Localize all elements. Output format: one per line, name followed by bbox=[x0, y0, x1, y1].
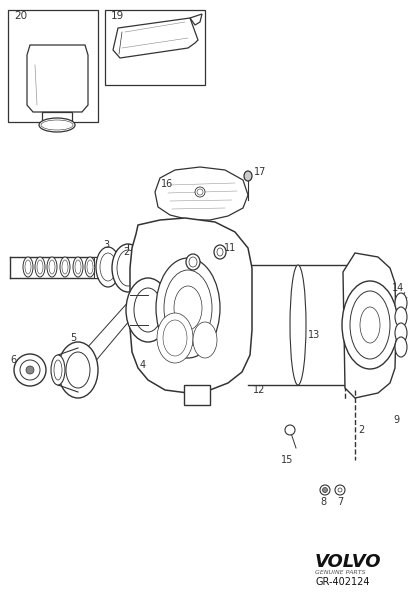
Ellipse shape bbox=[23, 257, 33, 277]
Text: 17: 17 bbox=[254, 167, 266, 177]
Text: 10: 10 bbox=[182, 273, 194, 283]
Ellipse shape bbox=[350, 291, 390, 359]
Ellipse shape bbox=[164, 270, 212, 346]
Text: 6: 6 bbox=[10, 355, 16, 365]
Ellipse shape bbox=[395, 293, 407, 313]
Polygon shape bbox=[343, 253, 396, 398]
Text: 2: 2 bbox=[358, 425, 364, 435]
Ellipse shape bbox=[87, 260, 93, 274]
Ellipse shape bbox=[37, 260, 43, 274]
Ellipse shape bbox=[85, 257, 95, 277]
Polygon shape bbox=[130, 218, 252, 393]
Ellipse shape bbox=[193, 322, 217, 358]
Ellipse shape bbox=[217, 248, 223, 256]
Ellipse shape bbox=[117, 250, 139, 286]
Ellipse shape bbox=[112, 244, 144, 292]
Ellipse shape bbox=[35, 257, 45, 277]
Ellipse shape bbox=[395, 323, 407, 343]
Ellipse shape bbox=[163, 320, 187, 356]
Bar bbox=[105, 10, 205, 85]
Polygon shape bbox=[155, 167, 248, 220]
Text: 2: 2 bbox=[123, 247, 129, 257]
Ellipse shape bbox=[214, 245, 226, 259]
Ellipse shape bbox=[290, 265, 306, 385]
Ellipse shape bbox=[157, 313, 193, 363]
Text: 1: 1 bbox=[194, 390, 201, 400]
Ellipse shape bbox=[75, 260, 81, 274]
Ellipse shape bbox=[134, 288, 162, 332]
Ellipse shape bbox=[54, 360, 62, 380]
Ellipse shape bbox=[47, 257, 57, 277]
Ellipse shape bbox=[178, 274, 184, 282]
Ellipse shape bbox=[66, 352, 90, 388]
Bar bbox=[8, 10, 98, 122]
Circle shape bbox=[323, 487, 328, 492]
Ellipse shape bbox=[60, 257, 70, 277]
Text: 7: 7 bbox=[337, 497, 343, 507]
Ellipse shape bbox=[174, 286, 202, 330]
Ellipse shape bbox=[395, 337, 407, 357]
Circle shape bbox=[197, 189, 203, 195]
Ellipse shape bbox=[58, 342, 98, 398]
Text: 3: 3 bbox=[103, 240, 109, 250]
Text: 15: 15 bbox=[281, 455, 293, 465]
Text: 19: 19 bbox=[111, 11, 124, 21]
Ellipse shape bbox=[25, 260, 31, 274]
Ellipse shape bbox=[395, 307, 407, 327]
Ellipse shape bbox=[49, 260, 55, 274]
Circle shape bbox=[335, 485, 345, 495]
Circle shape bbox=[320, 485, 330, 495]
Text: 18: 18 bbox=[170, 267, 182, 277]
Ellipse shape bbox=[51, 355, 65, 385]
Bar bbox=[42, 112, 72, 122]
Ellipse shape bbox=[186, 254, 200, 270]
Text: 13: 13 bbox=[308, 330, 320, 340]
Circle shape bbox=[14, 354, 46, 386]
Text: 11: 11 bbox=[224, 243, 236, 253]
Text: 12: 12 bbox=[253, 385, 266, 395]
Ellipse shape bbox=[39, 118, 75, 132]
Text: 14: 14 bbox=[392, 283, 404, 293]
Circle shape bbox=[285, 425, 295, 435]
Text: 4: 4 bbox=[140, 360, 146, 370]
Ellipse shape bbox=[189, 257, 197, 267]
Text: 5: 5 bbox=[70, 333, 76, 343]
Circle shape bbox=[338, 488, 342, 492]
Ellipse shape bbox=[360, 307, 380, 343]
Text: GR-402124: GR-402124 bbox=[315, 577, 369, 587]
Bar bbox=[94, 257, 124, 278]
Ellipse shape bbox=[244, 171, 252, 181]
Ellipse shape bbox=[156, 258, 220, 358]
Ellipse shape bbox=[126, 278, 170, 342]
Ellipse shape bbox=[342, 281, 398, 369]
Text: 9: 9 bbox=[393, 415, 399, 425]
Polygon shape bbox=[190, 14, 202, 25]
Text: GENUINE PARTS: GENUINE PARTS bbox=[315, 570, 366, 576]
Ellipse shape bbox=[41, 120, 73, 130]
Ellipse shape bbox=[73, 257, 83, 277]
Text: 16: 16 bbox=[161, 179, 173, 189]
Polygon shape bbox=[113, 18, 198, 58]
Circle shape bbox=[20, 360, 40, 380]
Text: VOLVO: VOLVO bbox=[315, 553, 381, 571]
Ellipse shape bbox=[96, 247, 120, 287]
Polygon shape bbox=[27, 45, 88, 112]
Ellipse shape bbox=[100, 253, 116, 281]
Text: 20: 20 bbox=[14, 11, 27, 21]
Ellipse shape bbox=[62, 260, 68, 274]
Circle shape bbox=[26, 366, 34, 374]
Circle shape bbox=[195, 187, 205, 197]
Text: 8: 8 bbox=[320, 497, 326, 507]
Bar bbox=[184, 385, 210, 405]
